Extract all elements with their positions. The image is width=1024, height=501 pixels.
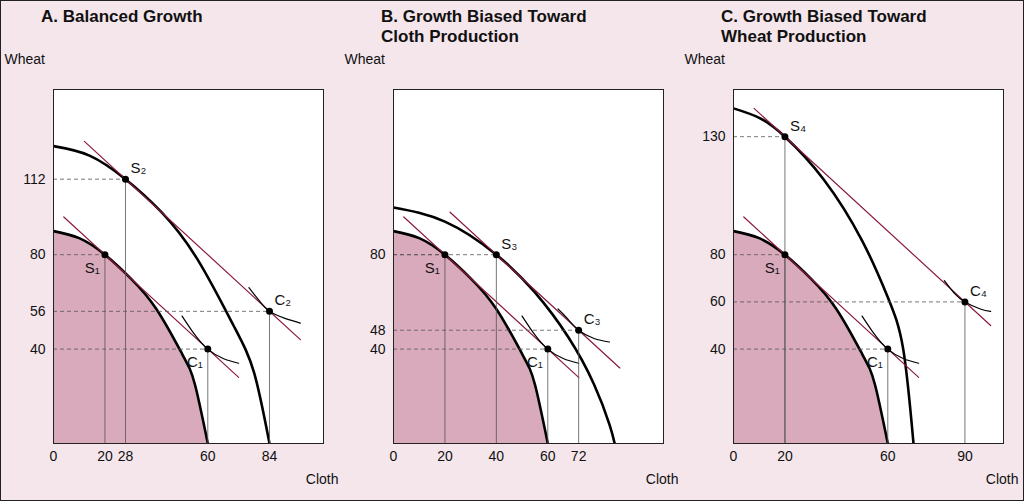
svg-text:C₁: C₁ bbox=[187, 353, 203, 370]
svg-text:56: 56 bbox=[30, 303, 46, 319]
html-text:A. Balanced Growth: A. Balanced Growth bbox=[41, 7, 203, 26]
svg-text:S₄: S₄ bbox=[790, 117, 806, 134]
svg-text:S₂: S₂ bbox=[131, 159, 147, 176]
svg-text:S₃: S₃ bbox=[501, 235, 517, 252]
svg-text:20: 20 bbox=[437, 448, 453, 464]
svg-text:S₁: S₁ bbox=[85, 259, 100, 276]
svg-text:C₂: C₂ bbox=[275, 291, 292, 308]
svg-text:C₄: C₄ bbox=[970, 282, 987, 299]
svg-text:C₃: C₃ bbox=[584, 310, 601, 327]
svg-text:40: 40 bbox=[30, 341, 46, 357]
svg-text:40: 40 bbox=[370, 341, 386, 357]
html-text:B. Growth Biased Toward Cloth: B. Growth Biased Toward Cloth Production bbox=[381, 7, 587, 46]
svg-text:40: 40 bbox=[710, 341, 726, 357]
svg-text:60: 60 bbox=[880, 448, 896, 464]
svg-text:60: 60 bbox=[710, 293, 726, 309]
svg-text:60: 60 bbox=[540, 448, 556, 464]
svg-text:40: 40 bbox=[489, 448, 505, 464]
svg-text:80: 80 bbox=[30, 246, 46, 262]
svg-text:60: 60 bbox=[200, 448, 216, 464]
svg-text:S₁: S₁ bbox=[765, 259, 780, 276]
svg-text:C₁: C₁ bbox=[867, 353, 883, 370]
svg-text:Cloth: Cloth bbox=[986, 471, 1019, 487]
svg-text:28: 28 bbox=[118, 448, 134, 464]
svg-text:C₁: C₁ bbox=[527, 353, 543, 370]
svg-text:20: 20 bbox=[777, 448, 793, 464]
svg-text:0: 0 bbox=[50, 448, 58, 464]
svg-text:80: 80 bbox=[370, 246, 386, 262]
svg-text:20: 20 bbox=[97, 448, 113, 464]
svg-text:80: 80 bbox=[710, 246, 726, 262]
svg-text:S₁: S₁ bbox=[425, 259, 440, 276]
svg-text:90: 90 bbox=[957, 448, 973, 464]
svg-text:0: 0 bbox=[730, 448, 738, 464]
svg-text:48: 48 bbox=[370, 322, 386, 338]
svg-text:112: 112 bbox=[23, 171, 46, 187]
svg-text:Cloth: Cloth bbox=[646, 471, 679, 487]
svg-text:Wheat: Wheat bbox=[345, 51, 386, 67]
svg-text:0: 0 bbox=[390, 448, 398, 464]
svg-text:130: 130 bbox=[702, 128, 726, 144]
svg-text:84: 84 bbox=[262, 448, 278, 464]
svg-text:72: 72 bbox=[571, 448, 587, 464]
html-text:C. Growth Biased Toward Wheat: C. Growth Biased Toward Wheat Production bbox=[721, 7, 927, 46]
svg-text:Wheat: Wheat bbox=[5, 51, 46, 67]
svg-text:Wheat: Wheat bbox=[685, 51, 726, 67]
svg-text:Cloth: Cloth bbox=[306, 471, 339, 487]
